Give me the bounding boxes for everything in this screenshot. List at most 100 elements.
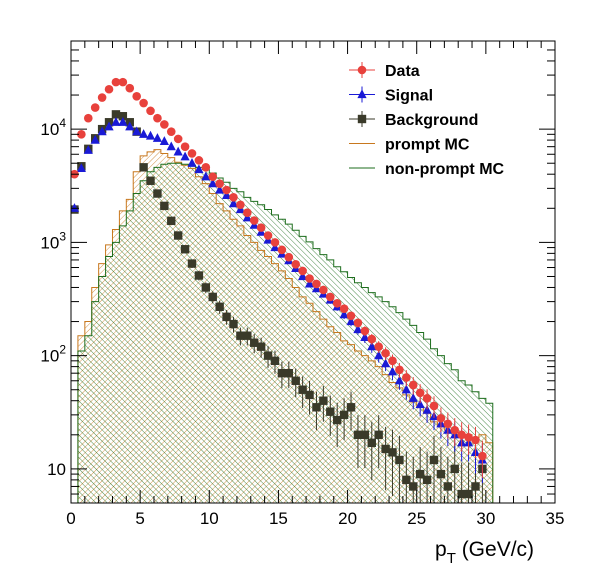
x-axis-title-subscript: T <box>447 550 456 567</box>
data-point <box>346 311 356 321</box>
background-point <box>194 271 204 280</box>
background-point <box>229 319 238 329</box>
background-point <box>215 302 224 311</box>
background-point <box>367 438 376 448</box>
legend-marker-triangle <box>357 89 367 99</box>
background-point <box>250 338 259 347</box>
background-point <box>319 396 328 405</box>
data-point <box>443 419 453 429</box>
background-point <box>443 482 453 491</box>
signal-point <box>118 117 128 126</box>
x-tick-label: 0 <box>66 509 75 528</box>
data-point <box>243 208 252 217</box>
data-point <box>263 231 273 240</box>
signal-point <box>125 121 135 131</box>
background-point <box>263 351 273 360</box>
signal-point <box>360 332 370 341</box>
data-point <box>256 223 266 232</box>
data-point <box>471 435 480 445</box>
data-point <box>305 274 314 283</box>
legend-marker-circle <box>357 65 367 75</box>
background-point <box>256 342 266 351</box>
y-tick-label: 10 <box>47 460 66 479</box>
background-point <box>167 216 176 226</box>
y-tick-label: 103 <box>40 229 66 252</box>
data-point <box>464 433 473 442</box>
background-point <box>409 482 418 491</box>
data-point <box>291 260 301 269</box>
background-point <box>208 292 217 302</box>
signal-point <box>221 190 232 199</box>
legend-entry-prompt-mc: prompt MC <box>349 137 470 154</box>
data-point <box>388 356 397 366</box>
data-point <box>381 348 390 358</box>
data-point <box>229 193 238 202</box>
y-tick-label: 104 <box>40 116 66 139</box>
signal-point <box>208 178 218 188</box>
signal-point <box>166 141 176 151</box>
y-tick-exponent: 3 <box>59 229 66 243</box>
signal-point <box>408 393 418 402</box>
x-tick-label: 10 <box>200 509 219 528</box>
data-point <box>436 413 446 423</box>
background-point <box>153 189 162 198</box>
data-point <box>153 113 162 123</box>
x-tick-label: 30 <box>476 509 495 528</box>
data-point <box>125 83 135 93</box>
background-point <box>173 231 183 240</box>
signal-point <box>90 134 100 144</box>
background-point <box>464 489 473 499</box>
signal-point <box>173 146 183 156</box>
data-point <box>166 127 176 136</box>
background-point <box>326 407 335 416</box>
signal-point <box>194 164 204 174</box>
y-tick-exponent: 2 <box>59 343 66 357</box>
data-point <box>187 149 197 158</box>
signal-point <box>97 126 107 136</box>
background-point <box>305 390 314 400</box>
data-point <box>111 77 121 87</box>
signal-point <box>353 324 363 334</box>
background-point <box>353 430 363 440</box>
signal-point <box>76 163 86 173</box>
background-point <box>160 201 169 211</box>
signal-point <box>228 198 239 208</box>
data-point <box>270 238 280 247</box>
background-point <box>422 475 432 485</box>
background-point <box>457 489 466 499</box>
legend-entry-background: Background <box>349 111 478 129</box>
data-point <box>277 245 287 255</box>
y-tick-exponent: 4 <box>59 116 66 130</box>
background-point <box>243 331 252 340</box>
data-point <box>319 285 328 295</box>
background-point <box>312 403 321 412</box>
signal-point <box>159 136 169 145</box>
data-point <box>180 142 190 151</box>
signal-point <box>145 130 156 140</box>
data-point <box>408 380 418 390</box>
x-tick-label: 35 <box>546 509 565 528</box>
data-point <box>208 172 218 182</box>
x-axis-title-unit: (GeV/c) <box>456 538 534 561</box>
background-point <box>450 464 459 474</box>
data-point <box>222 185 231 195</box>
background-point <box>291 376 300 385</box>
legend-entry-signal: Signal <box>349 86 433 105</box>
signal-point <box>187 158 197 167</box>
signal-point <box>304 278 315 288</box>
data-point <box>374 342 383 351</box>
background-point <box>388 448 397 457</box>
data-point <box>402 373 411 382</box>
x-axis-title-main: p <box>435 538 447 561</box>
data-point <box>173 134 183 144</box>
background-point <box>277 368 287 378</box>
background-point <box>187 259 197 268</box>
signal-point <box>367 341 377 351</box>
background-point <box>222 312 231 322</box>
data-point <box>146 106 155 116</box>
x-tick-label: 15 <box>269 509 288 528</box>
y-tick-base: 10 <box>40 347 59 366</box>
data-point <box>395 365 404 375</box>
data-point <box>478 451 487 461</box>
